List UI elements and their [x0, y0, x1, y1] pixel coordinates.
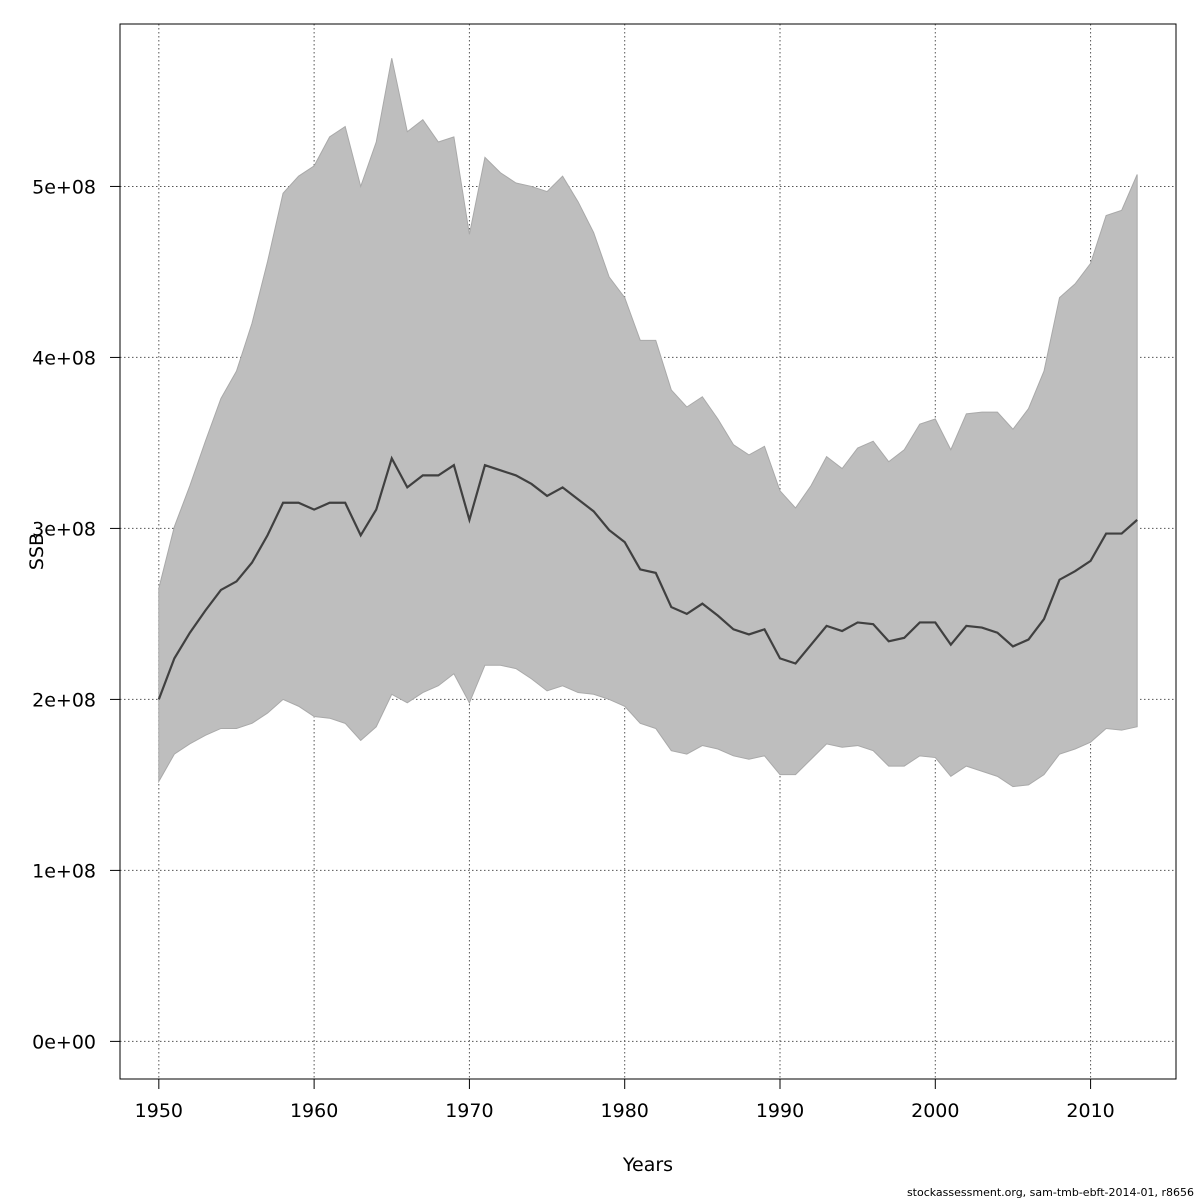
x-axis: 1950 1960 1970 1980 1990 2000 2010 — [135, 1079, 1115, 1122]
x-tick-label-0: 1950 — [135, 1100, 183, 1122]
y-tick-label-4: 4e+08 — [32, 347, 96, 369]
x-tick-label-5: 2000 — [911, 1100, 959, 1122]
x-axis-title: Years — [622, 1154, 673, 1176]
y-tick-label-3: 3e+08 — [32, 518, 96, 540]
confidence-band — [158, 58, 1138, 788]
x-tick-label-1: 1960 — [290, 1100, 338, 1122]
plot-frame — [119, 23, 1177, 1080]
y-tick-label-1: 1e+08 — [32, 860, 96, 882]
x-tick-label-4: 1990 — [756, 1100, 804, 1122]
y-axis-title: SSB — [26, 533, 48, 570]
ssb-line — [157, 455, 1138, 700]
x-tick-label-6: 2010 — [1066, 1100, 1114, 1122]
y-axis: 0e+00 1e+08 2e+08 3e+08 4e+08 5e+08 — [32, 176, 120, 1053]
y-tick-label-5: 5e+08 — [32, 176, 96, 198]
y-tick-label-0: 0e+00 — [32, 1031, 96, 1053]
x-tick-label-3: 1980 — [601, 1100, 649, 1122]
x-tick-label-2: 1970 — [445, 1100, 493, 1122]
y-tick-label-2: 2e+08 — [32, 689, 96, 711]
footer-credit: stockassessment.org, sam-tmb-ebft-2014-0… — [906, 1186, 1194, 1199]
